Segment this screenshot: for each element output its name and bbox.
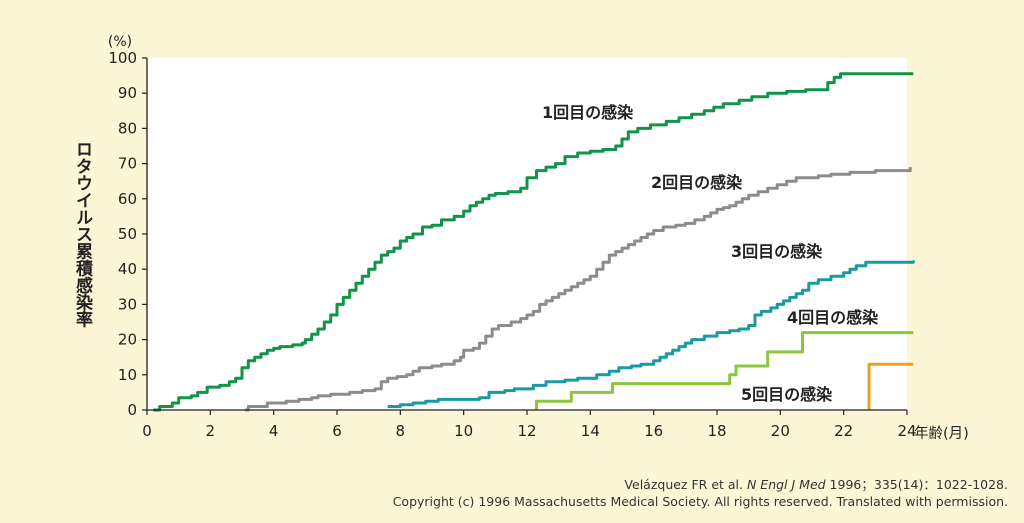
- y-tick-label: 30: [118, 295, 137, 313]
- ticks-layer: 0 2 4 6 8 10 12 14 16 18 20 22 240102030405060708090…: [108, 49, 916, 440]
- x-tick-label: 16: [644, 422, 663, 440]
- y-axis-title: ロタウイルス累積感染率: [72, 141, 93, 329]
- x-tick-label: 2: [206, 422, 216, 440]
- x-tick-label: 18: [707, 422, 726, 440]
- citation-volume: 1996；335(14)：1022-1028.: [825, 477, 1008, 492]
- citation-line-2: Copyright (c) 1996 Massachusetts Medical…: [392, 494, 1008, 509]
- series-5-label: 5回目の感染: [741, 385, 833, 404]
- y-tick-label: 60: [118, 190, 137, 208]
- citation-authors: Velázquez FR et al.: [624, 477, 747, 492]
- series-layer: [153, 72, 915, 412]
- citation-journal: N Engl J Med: [746, 477, 826, 492]
- y-tick-label: 0: [127, 401, 137, 419]
- series-1-label: 1回目の感染: [542, 103, 634, 122]
- y-tick-label: 20: [118, 331, 137, 349]
- y-tick-label: 50: [118, 225, 137, 243]
- citation-line-1: Velázquez FR et al. N Engl J Med 1996；33…: [624, 474, 1008, 493]
- series-2-line: [245, 167, 912, 412]
- x-tick-label: 8: [396, 422, 406, 440]
- series-4-label: 4回目の感染: [787, 308, 879, 327]
- series-2-label: 2回目の感染: [651, 173, 743, 192]
- series-3-line: [387, 260, 915, 408]
- y-tick-label: 100: [108, 49, 137, 67]
- x-tick-label: 0: [142, 422, 152, 440]
- x-tick-label: 4: [269, 422, 279, 440]
- x-tick-label: 14: [581, 422, 600, 440]
- y-tick-label: 80: [118, 119, 137, 137]
- x-tick-label: 12: [517, 422, 536, 440]
- x-tick-label: 6: [332, 422, 342, 440]
- y-tick-label: 10: [118, 366, 137, 384]
- series-5-line: [867, 362, 914, 410]
- series-3-label: 3回目の感染: [731, 242, 823, 261]
- y-unit-label: (%): [108, 34, 132, 50]
- x-tick-label: 10: [454, 422, 473, 440]
- y-tick-label: 40: [118, 260, 137, 278]
- x-tick-label: 22: [834, 422, 853, 440]
- x-tick-label: 20: [771, 422, 790, 440]
- y-tick-label: 70: [118, 155, 137, 173]
- x-tick-label: 24: [897, 422, 916, 440]
- x-unit-label: 年齢(月): [914, 425, 969, 442]
- series-1-line: [153, 72, 914, 412]
- y-tick-label: 90: [118, 84, 137, 102]
- series-4-line: [535, 331, 914, 410]
